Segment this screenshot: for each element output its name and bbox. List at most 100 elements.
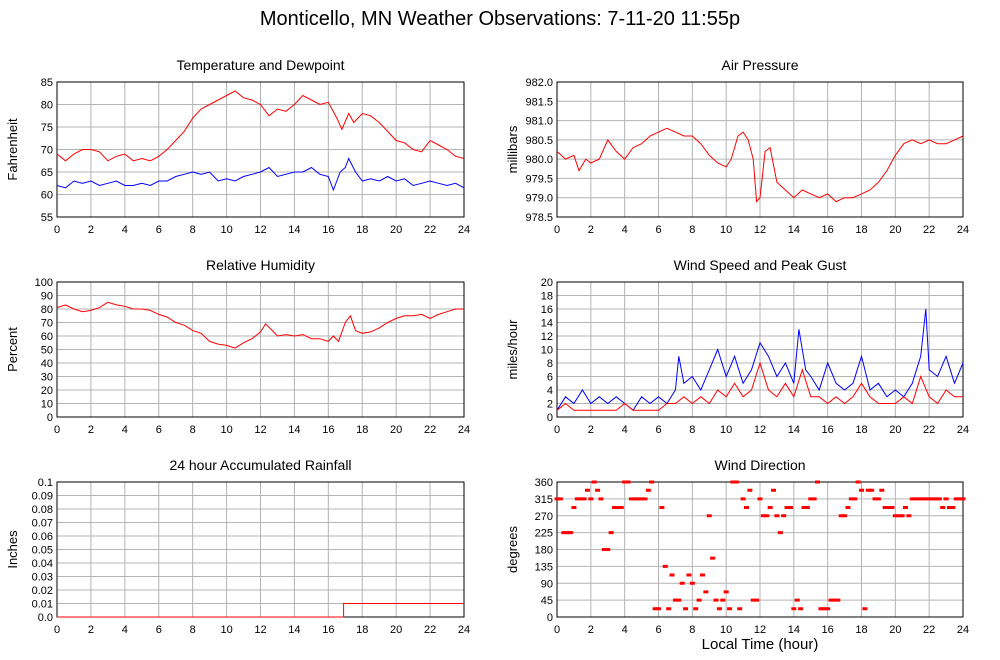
- data-point: [561, 531, 567, 535]
- data-point: [689, 581, 695, 585]
- y-tick-label: 360: [535, 477, 553, 489]
- plot-frame: [56, 281, 465, 418]
- y-tick-label: 100: [35, 277, 53, 289]
- data-point: [710, 556, 716, 560]
- x-tick-label: 18: [855, 424, 867, 436]
- y-tick-label: 12: [541, 331, 553, 343]
- x-tick-label: 14: [788, 624, 800, 636]
- y-tick-label: 225: [535, 528, 553, 540]
- y-tick-label: 0.1: [38, 477, 53, 489]
- plot-frame: [556, 481, 964, 618]
- x-tick-label: 12: [754, 424, 766, 436]
- data-point: [950, 506, 956, 509]
- data-point: [723, 590, 729, 594]
- data-point: [679, 581, 685, 585]
- data-point: [645, 488, 651, 492]
- x-tick-label: 0: [54, 424, 60, 436]
- y-tick-label: 0.08: [32, 504, 53, 516]
- y-tick-label: 0: [47, 412, 53, 424]
- x-tick-label: 14: [288, 224, 300, 236]
- data-point: [811, 497, 817, 501]
- data-point: [706, 514, 712, 518]
- data-point: [737, 607, 743, 611]
- x-tick-label: 0: [554, 224, 560, 236]
- x-tick-label: 2: [588, 224, 594, 236]
- x-tick-label: 2: [588, 424, 594, 436]
- x-tick-label: 16: [322, 224, 334, 236]
- y-tick-label: 180: [535, 545, 553, 557]
- data-point: [588, 497, 594, 501]
- data-point: [899, 514, 905, 518]
- data-point: [557, 497, 563, 501]
- y-tick-label: 0.07: [32, 518, 53, 530]
- y-tick-label: 10: [541, 345, 553, 357]
- y-tick-label: 18: [541, 291, 553, 303]
- data-point: [930, 497, 936, 501]
- series-line-1: [56, 90, 465, 162]
- plot-frame: [556, 281, 964, 418]
- data-point: [957, 497, 963, 501]
- data-point: [859, 488, 864, 492]
- y-tick-label: 70: [41, 318, 53, 330]
- x-tick-label: 18: [356, 224, 368, 236]
- x-tick-label: 4: [622, 424, 628, 436]
- data-point: [571, 506, 577, 509]
- y-tick-label: 981.5: [525, 96, 553, 108]
- x-tick-label: 2: [88, 224, 94, 236]
- data-point: [953, 497, 959, 501]
- y-tick-label: 4: [547, 385, 553, 397]
- data-point: [774, 514, 780, 518]
- data-point: [946, 506, 952, 509]
- x-tick-label: 12: [754, 224, 766, 236]
- x-tick-label: 24: [957, 224, 969, 236]
- x-tick-label: 16: [822, 624, 834, 636]
- data-point: [808, 497, 814, 501]
- data-point: [747, 488, 753, 492]
- data-point: [902, 506, 908, 509]
- y-tick-label: 90: [41, 291, 53, 303]
- data-point: [720, 598, 726, 602]
- x-tick-label: 10: [220, 624, 232, 636]
- x-tick-label: 16: [822, 224, 834, 236]
- data-point: [601, 548, 607, 551]
- x-tick-label: 4: [122, 624, 128, 636]
- data-point: [750, 598, 756, 602]
- data-point: [764, 514, 770, 518]
- data-point: [825, 607, 831, 611]
- x-tick-label: 24: [957, 424, 969, 436]
- y-tick-label: 90: [541, 578, 553, 590]
- data-point: [672, 598, 678, 602]
- x-tick-label: 22: [923, 224, 935, 236]
- data-point: [919, 497, 925, 501]
- data-point: [574, 497, 580, 501]
- data-point: [740, 497, 746, 501]
- y-tick-label: 60: [41, 190, 53, 202]
- y-axis-label: Fahrenheit: [5, 118, 20, 181]
- data-point: [639, 497, 645, 501]
- y-axis-label: Percent: [5, 327, 20, 372]
- y-tick-label: 0.04: [32, 558, 53, 570]
- x-tick-label: 0: [54, 624, 60, 636]
- chart-title: Wind Direction: [714, 457, 805, 473]
- data-point: [828, 598, 834, 602]
- y-tick-label: 80: [41, 100, 53, 112]
- data-point: [842, 514, 848, 518]
- y-tick-label: 16: [541, 304, 553, 316]
- y-tick-label: 6: [547, 372, 553, 384]
- x-tick-label: 20: [390, 424, 402, 436]
- chart-title: Temperature and Dewpoint: [176, 57, 344, 73]
- data-point: [926, 497, 932, 501]
- data-point: [615, 506, 621, 509]
- data-point: [936, 497, 942, 501]
- data-point: [879, 488, 885, 492]
- x-tick-label: 20: [390, 224, 402, 236]
- data-point: [656, 607, 661, 611]
- data-point: [869, 488, 875, 492]
- data-point: [662, 564, 668, 568]
- y-tick-label: 65: [41, 167, 53, 179]
- chart-title: Relative Humidity: [206, 257, 315, 273]
- x-tick-label: 8: [689, 624, 695, 636]
- y-tick-label: 45: [541, 595, 553, 607]
- data-point: [642, 497, 648, 501]
